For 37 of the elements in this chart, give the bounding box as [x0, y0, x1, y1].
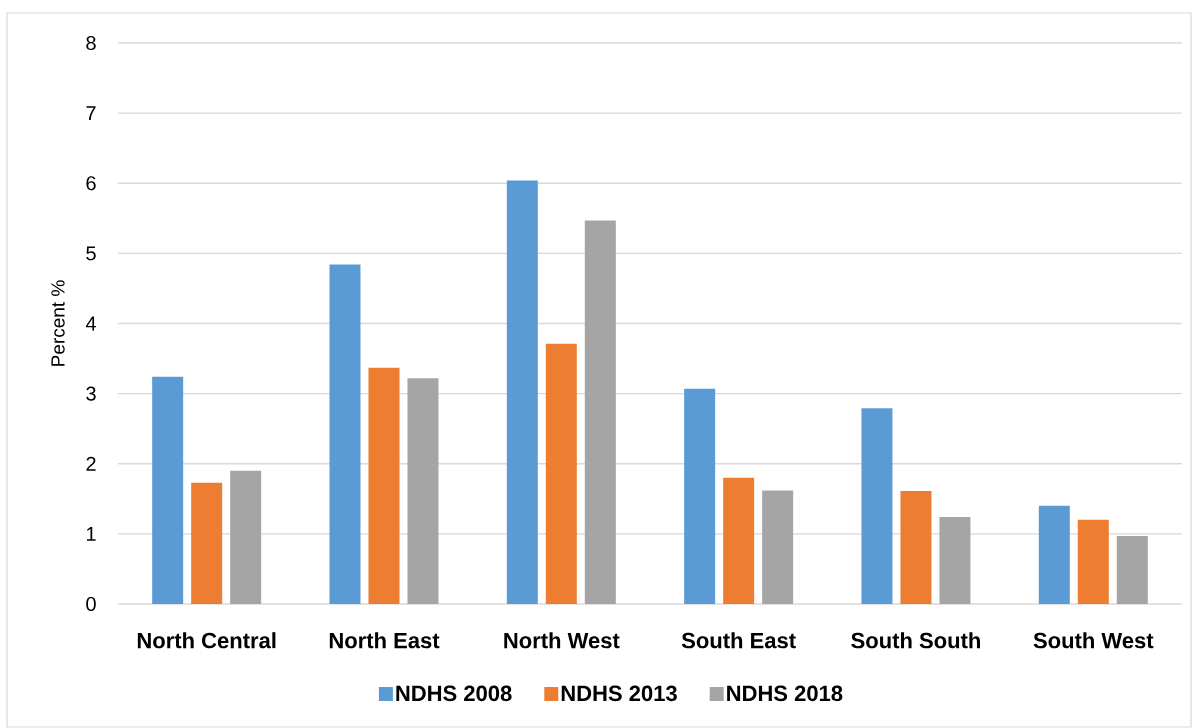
x-tick-label: North Central: [137, 632, 276, 649]
y-tick-label: 0: [86, 596, 96, 612]
y-tick-label: 1: [86, 527, 96, 541]
bar: [1077, 519, 1109, 604]
bar: [1038, 505, 1070, 604]
legend-label: NDHS 2018: [727, 685, 843, 702]
x-tick-label: South South: [851, 632, 980, 649]
x-tick-label: South West: [1033, 632, 1154, 649]
bar: [230, 470, 262, 604]
bar: [684, 388, 716, 604]
x-tick-label: South East: [681, 632, 796, 649]
legend-label: NDHS 2013: [561, 685, 677, 702]
x-tick-label: North East: [329, 632, 440, 649]
y-tick-label: 6: [86, 176, 96, 191]
y-axis-title: Percent %: [51, 280, 65, 366]
bar: [584, 220, 616, 604]
legend-label: NDHS 2008: [396, 685, 512, 702]
bar: [506, 180, 538, 604]
y-tick-label: 4: [85, 316, 96, 331]
bar: [152, 376, 184, 604]
bar: [191, 482, 223, 604]
bar: [407, 378, 439, 604]
y-tick-label: 3: [86, 386, 96, 401]
bar: [762, 490, 794, 604]
bar: [1116, 535, 1148, 604]
bar: [329, 264, 361, 604]
bar: [545, 343, 577, 604]
bar: [900, 491, 932, 604]
bar: [861, 408, 893, 604]
bar: [368, 367, 400, 604]
y-tick-label: 5: [86, 246, 96, 261]
y-tick-label: 7: [86, 106, 96, 120]
bar: [723, 477, 755, 604]
y-tick-label: 8: [86, 35, 96, 51]
x-tick-label: North West: [504, 632, 620, 649]
bar: [939, 517, 971, 604]
y-tick-label: 2: [86, 456, 96, 471]
